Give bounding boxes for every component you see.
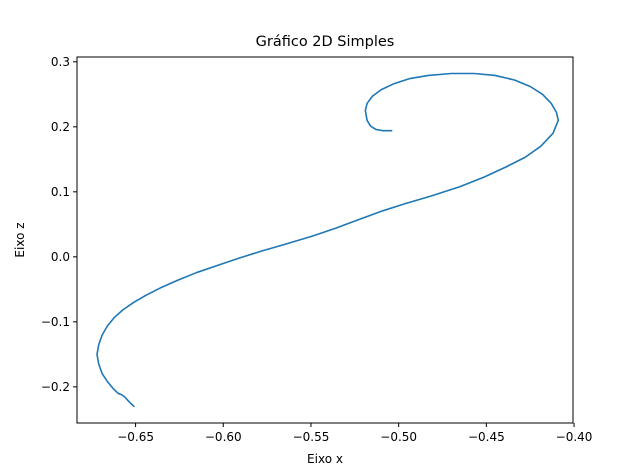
x-tick-label: −0.50: [380, 430, 417, 444]
x-tick-label: −0.60: [205, 430, 242, 444]
x-axis: −0.65 −0.60 −0.55 −0.50 −0.45 −0.40: [117, 423, 592, 444]
y-axis-label: Eixo z: [13, 222, 27, 257]
x-tick-label: −0.40: [556, 430, 593, 444]
y-tick-label: 0.1: [51, 185, 70, 199]
y-tick-label: 0.2: [51, 120, 70, 134]
axes-frame: [76, 56, 574, 424]
y-tick-label: 0.3: [51, 55, 70, 69]
y-tick-label: −0.1: [41, 315, 70, 329]
y-tick-label: 0.0: [51, 250, 70, 264]
y-axis: −0.2 −0.1 0.0 0.1 0.2 0.3: [41, 55, 77, 394]
y-tick-label: −0.2: [41, 380, 70, 394]
series-line: [96, 72, 560, 408]
plot-area: [76, 56, 574, 424]
x-tick-label: −0.45: [468, 430, 505, 444]
chart-title: Gráfico 2D Simples: [256, 34, 395, 50]
x-axis-label: Eixo x: [307, 452, 343, 466]
x-tick-label: −0.65: [117, 430, 154, 444]
x-tick-label: −0.55: [293, 430, 330, 444]
